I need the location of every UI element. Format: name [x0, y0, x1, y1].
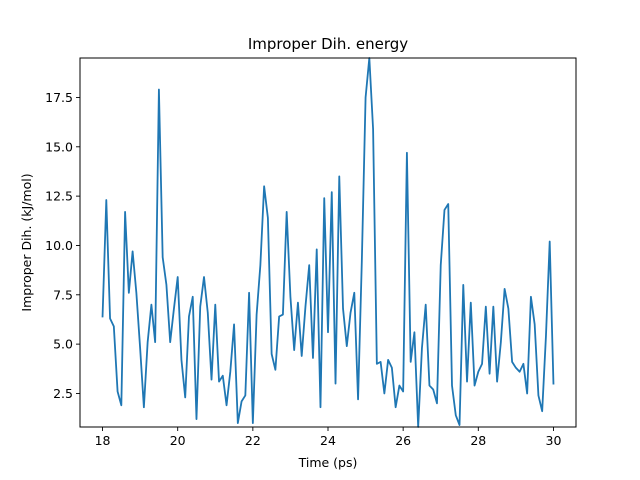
- y-tick-label: 7.5: [53, 287, 73, 302]
- y-axis-title: Improper Dih. (kJ/mol): [19, 173, 34, 311]
- x-tick-label: 26: [395, 433, 411, 448]
- y-tick-label: 2.5: [53, 386, 73, 401]
- y-tick-label: 15.0: [45, 139, 73, 154]
- x-tick-label: 20: [170, 433, 186, 448]
- x-tick-label: 28: [470, 433, 486, 448]
- x-tick-label: 18: [95, 433, 111, 448]
- series-line-0: [101, 57, 555, 428]
- x-axis: 18 20 22 24 26 28 30: [95, 427, 562, 448]
- x-tick-label: 22: [245, 433, 261, 448]
- y-tick-label: 12.5: [45, 189, 73, 204]
- y-tick-label: 5.0: [53, 337, 73, 352]
- y-tick-label: 10.0: [45, 238, 73, 253]
- y-axis: 2.5 5.0 7.5 10.0 12.5 15.0 17.5: [45, 90, 80, 401]
- x-tick-label: 24: [320, 433, 336, 448]
- chart-title: Improper Dih. energy: [248, 35, 408, 53]
- x-tick-label: 30: [546, 433, 562, 448]
- plot-area: [101, 57, 555, 428]
- x-axis-title: Time (ps): [298, 455, 358, 470]
- y-tick-label: 17.5: [45, 90, 73, 105]
